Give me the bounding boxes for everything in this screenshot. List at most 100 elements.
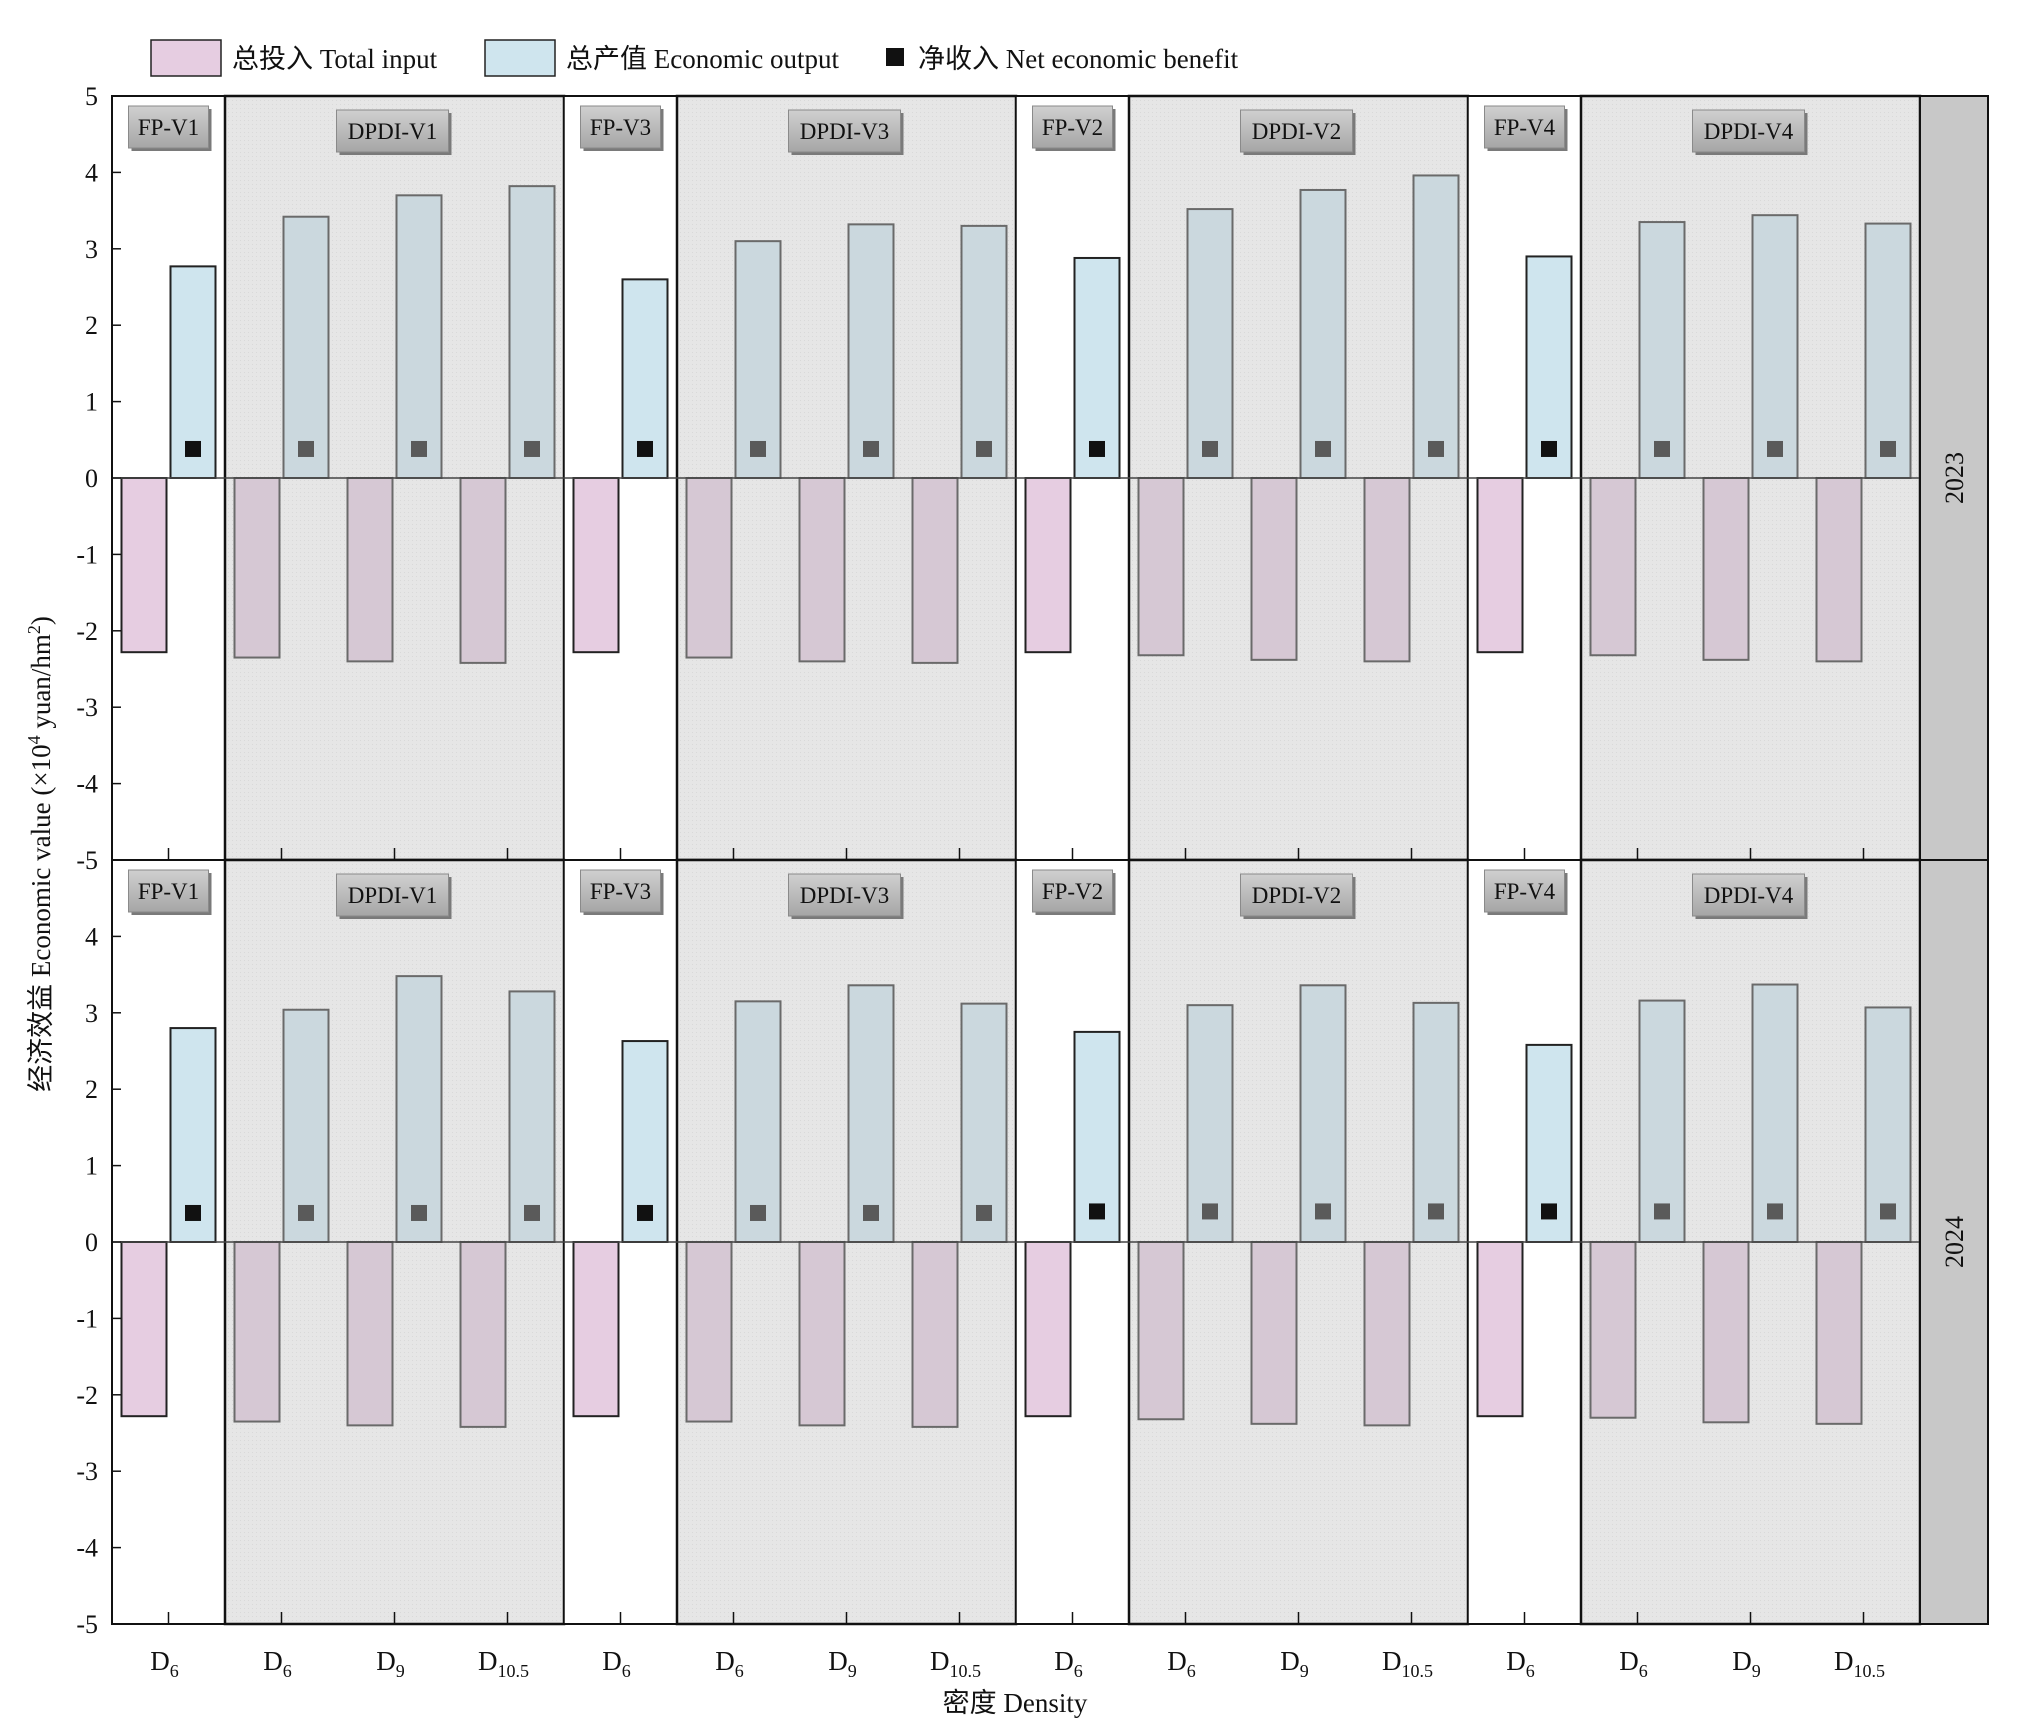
marker-net-benefit [298, 440, 314, 457]
group-tag-label: FP-V4 [1494, 115, 1556, 140]
marker-net-benefit [1654, 440, 1670, 457]
group-tag: FP-V1 [128, 869, 212, 915]
bar-economic-output [847, 223, 895, 479]
bar-total-input [1024, 1241, 1072, 1418]
marker-net-benefit [1315, 440, 1331, 457]
chart-panels: FP-V1 DPDI-V1 FP-V3 DPDI-V3 FP-V2 DPDI-V2 FP-V… [76, 82, 1989, 1681]
y-tick-label: -3 [76, 693, 98, 722]
marker-net-benefit [1767, 440, 1783, 457]
bar-economic-output [395, 194, 443, 479]
bar-economic-output [1299, 984, 1347, 1244]
bar-total-input [1250, 1241, 1298, 1425]
bar-total-input [1363, 477, 1411, 663]
group-tag-label: FP-V4 [1494, 879, 1556, 904]
bar-total-input [685, 477, 733, 659]
y-tick-label: 1 [85, 1152, 98, 1181]
group-tag: FP-V3 [580, 105, 664, 151]
group-tag: FP-V2 [1032, 869, 1116, 915]
group-tag: DPDI-V3 [788, 109, 904, 155]
x-tick-label: D6 [150, 1646, 179, 1681]
x-tick-label: D10.5 [478, 1646, 529, 1681]
bar-economic-output [1073, 1030, 1121, 1244]
x-tick-label: D9 [1280, 1646, 1309, 1681]
group-tag: FP-V4 [1484, 105, 1568, 151]
bar-economic-output [282, 1008, 330, 1244]
y-tick-label: 3 [85, 999, 98, 1028]
legend: 总投入 Total input 总产值 Economic output 净收入 … [150, 39, 1239, 77]
facet-strip-label: 2023 [1940, 452, 1969, 504]
bar-economic-output [960, 1002, 1008, 1244]
legend-swatch-economic-output [484, 39, 556, 77]
bar-total-input [1024, 477, 1072, 654]
x-tick-label: D6 [715, 1646, 744, 1681]
bar-economic-output [1638, 221, 1686, 479]
marker-net-benefit [1880, 1203, 1896, 1220]
group-tag: DPDI-V4 [1692, 873, 1808, 919]
panel-2024: FP-V1 DPDI-V1 FP-V3 DPDI-V3 FP-V2 DPDI-V2 FP-V… [76, 858, 1989, 1639]
y-tick-label: -4 [76, 1534, 98, 1563]
bar-economic-output [508, 990, 556, 1244]
bar-total-input [459, 1241, 507, 1428]
x-axis-title: 密度 Density [943, 1688, 1088, 1718]
marker-net-benefit [750, 440, 766, 457]
bar-total-input [572, 1241, 620, 1418]
facet-strip [1919, 859, 1989, 1625]
bar-total-input [1589, 477, 1637, 657]
marker-net-benefit [1089, 440, 1105, 457]
group-tag-label: DPDI-V1 [348, 119, 437, 144]
bar-economic-output [960, 224, 1008, 479]
group-tag: DPDI-V2 [1240, 873, 1356, 919]
marker-net-benefit [524, 440, 540, 457]
bar-total-input [798, 1241, 846, 1427]
bar-total-input [1815, 1241, 1863, 1425]
marker-net-benefit [1428, 1203, 1444, 1220]
marker-net-benefit [1654, 1203, 1670, 1220]
y-axis-title: 经济效益 Economic value (×104 yuan/hm2) [24, 616, 56, 1092]
marker-net-benefit [411, 440, 427, 457]
x-tick-label: D10.5 [1834, 1646, 1885, 1681]
bar-total-input [1702, 477, 1750, 661]
legend-marker-net-benefit [886, 48, 904, 66]
group-tag-label: FP-V3 [590, 115, 651, 140]
bar-economic-output [1412, 1001, 1460, 1243]
y-tick-label: -1 [76, 1304, 98, 1333]
legend-swatch-total-input [150, 39, 222, 77]
y-tick-label: -2 [76, 1381, 98, 1410]
y-tick-label: -1 [76, 540, 98, 569]
bar-total-input [798, 477, 846, 663]
marker-net-benefit [976, 1204, 992, 1221]
group-tag-label: FP-V1 [138, 115, 199, 140]
group-tag: DPDI-V3 [788, 873, 904, 919]
bar-total-input [233, 477, 281, 659]
y-tick-label: 0 [85, 464, 98, 493]
x-tick-label: D6 [1054, 1646, 1083, 1681]
y-tick-label: -5 [76, 1610, 98, 1639]
bar-economic-output [1299, 188, 1347, 480]
group-tag: DPDI-V1 [336, 109, 452, 155]
y-tick-label: 2 [85, 1075, 98, 1104]
bar-total-input [459, 477, 507, 664]
marker-net-benefit [298, 1204, 314, 1221]
bar-economic-output [395, 975, 443, 1243]
bar-total-input [346, 1241, 394, 1427]
marker-net-benefit [863, 440, 879, 457]
bar-total-input [1137, 477, 1185, 657]
x-tick-label: D9 [828, 1646, 857, 1681]
y-tick-label: 3 [85, 235, 98, 264]
marker-net-benefit [1880, 440, 1896, 457]
marker-net-benefit [185, 440, 201, 457]
x-tick-label: D6 [1167, 1646, 1196, 1681]
y-tick-label: 1 [85, 388, 98, 417]
bar-economic-output [1751, 214, 1799, 480]
bar-total-input [685, 1241, 733, 1423]
group-tag-label: FP-V3 [590, 879, 651, 904]
bar-economic-output [734, 240, 782, 479]
y-tick-label: -3 [76, 1457, 98, 1486]
group-tag-label: DPDI-V1 [348, 883, 437, 908]
bar-total-input [1815, 477, 1863, 663]
group-tag-label: FP-V2 [1042, 115, 1103, 140]
x-tick-label: D10.5 [1382, 1646, 1433, 1681]
bar-total-input [120, 1241, 168, 1418]
marker-net-benefit [1202, 1203, 1218, 1220]
y-tick-label: 0 [85, 1228, 98, 1257]
